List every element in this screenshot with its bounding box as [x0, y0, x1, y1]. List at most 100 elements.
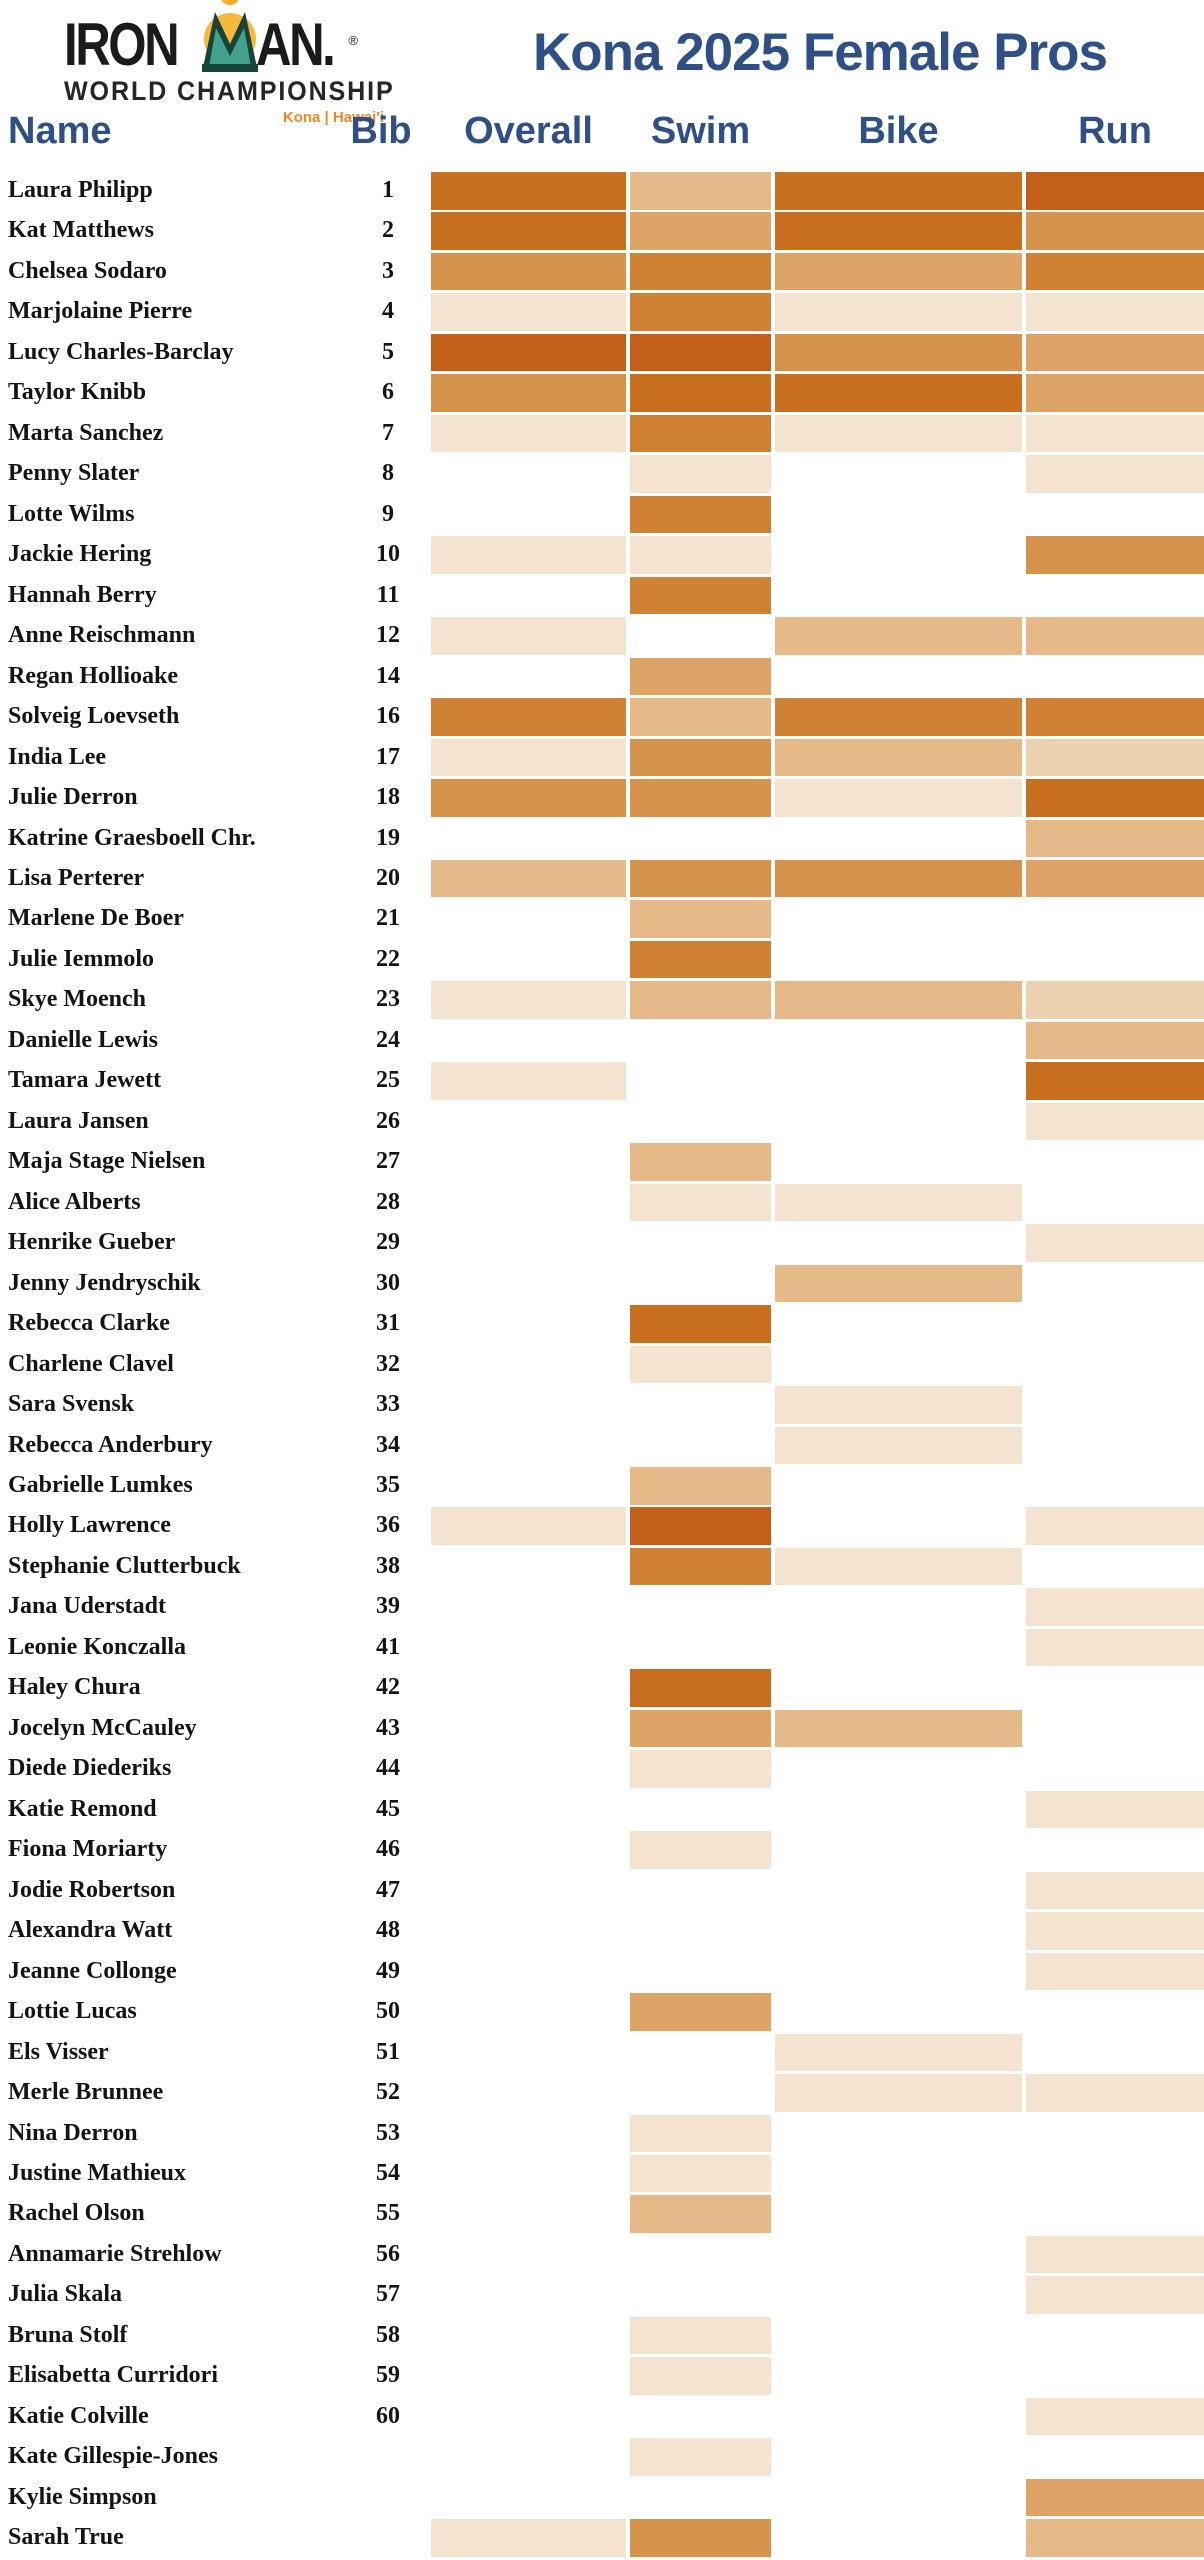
- run-heat-cell: [1026, 1224, 1204, 1262]
- bib-number: 57: [376, 2281, 400, 2308]
- bike-heat-cell: [775, 252, 1022, 291]
- swim-heat-cell: [630, 1426, 771, 1465]
- bib-number: 7: [382, 419, 394, 446]
- swim-heat-cell: [630, 536, 771, 574]
- swim-heat-cell: [630, 293, 771, 331]
- bike-heat-cell: [775, 576, 1022, 615]
- bike-heat-cell: [775, 2154, 1022, 2193]
- bib-number: 6: [382, 379, 394, 406]
- overall-heat-cell: [431, 374, 626, 412]
- table-row: Kat Matthews 2: [0, 212, 1204, 252]
- bike-heat-cell: [775, 1588, 1022, 1626]
- bike-heat-cell: [775, 2114, 1022, 2152]
- swim-heat-cell: [630, 172, 771, 210]
- bike-heat-cell: [775, 1062, 1022, 1100]
- bike-heat-cell: [775, 859, 1022, 898]
- overall-heat-cell: [431, 1467, 626, 1505]
- run-heat-cell: [1026, 2316, 1204, 2355]
- bike-heat-cell: [775, 1305, 1022, 1343]
- swim-heat-cell: [630, 1467, 771, 1505]
- bike-heat-cell: [775, 2033, 1022, 2072]
- table-row: Anne Reischmann 12: [0, 617, 1204, 657]
- bib-number: 19: [376, 824, 400, 851]
- bib-number: 60: [376, 2402, 400, 2429]
- bib-number: 34: [376, 1431, 400, 1458]
- athlete-name: Julie Iemmolo: [8, 945, 154, 972]
- overall-heat-cell: [431, 414, 626, 453]
- overall-heat-cell: [431, 455, 626, 493]
- athlete-name: Solveig Loevseth: [8, 703, 180, 730]
- athlete-name: Jenny Jendryschik: [8, 1269, 201, 1296]
- bib-number: 50: [376, 1998, 400, 2025]
- run-heat-cell: [1026, 2235, 1204, 2274]
- athlete-name: Annamarie Strehlow: [8, 2240, 222, 2267]
- athlete-name: Merle Brunnee: [8, 2079, 164, 2106]
- table-row: Jackie Hering 10: [0, 536, 1204, 576]
- bib-number: 24: [376, 1026, 400, 1053]
- table-row: Kate Gillespie-Jones: [0, 2438, 1204, 2478]
- run-heat-cell: [1026, 2074, 1204, 2112]
- swim-heat-cell: [630, 2114, 771, 2152]
- athlete-name: Regan Hollioake: [8, 662, 179, 689]
- run-heat-cell: [1026, 374, 1204, 412]
- bib-number: 21: [376, 905, 400, 932]
- bike-heat-cell: [775, 1628, 1022, 1667]
- overall-heat-cell: [431, 172, 626, 210]
- overall-heat-cell: [431, 1912, 626, 1950]
- bib-number: 44: [376, 1755, 400, 1782]
- bib-number: 23: [376, 986, 400, 1013]
- athlete-name: Lottie Lucas: [8, 1998, 137, 2025]
- run-heat-cell: [1026, 1143, 1204, 1181]
- overall-heat-cell: [431, 779, 626, 817]
- logo-subtitle: WORLD CHAMPIONSHIP: [64, 76, 395, 106]
- column-header-bib: Bib: [350, 110, 412, 152]
- column-header-run: Run: [1078, 110, 1152, 152]
- table-row: Julie Derron 18: [0, 779, 1204, 819]
- bike-heat-cell: [775, 1143, 1022, 1181]
- bike-heat-cell: [775, 1547, 1022, 1586]
- bib-number: 43: [376, 1714, 400, 1741]
- table-row: Fiona Moriarty 46: [0, 1831, 1204, 1871]
- overall-heat-cell: [431, 1547, 626, 1586]
- bike-heat-cell: [775, 1102, 1022, 1141]
- run-heat-cell: [1026, 698, 1204, 736]
- logo-location: Kona | Hawai'i: [282, 109, 384, 126]
- table-row: Skye Moench 23: [0, 981, 1204, 1021]
- bike-heat-cell: [775, 1467, 1022, 1505]
- athlete-name: Kate Gillespie-Jones: [8, 2443, 218, 2470]
- athlete-name: Jodie Robertson: [8, 1876, 176, 1903]
- run-heat-cell: [1026, 495, 1204, 534]
- swim-heat-cell: [630, 1588, 771, 1626]
- run-heat-cell: [1026, 1750, 1204, 1788]
- bike-heat-cell: [775, 2397, 1022, 2436]
- overall-heat-cell: [431, 1264, 626, 1303]
- athlete-name: India Lee: [8, 743, 107, 770]
- athlete-name: Justine Mathieux: [8, 2159, 187, 2186]
- table-row: Katie Colville 60: [0, 2397, 1204, 2438]
- table-row: Marlene De Boer 21: [0, 900, 1204, 940]
- run-heat-cell: [1026, 1669, 1204, 1707]
- run-heat-cell: [1026, 738, 1204, 777]
- overall-heat-cell: [431, 900, 626, 938]
- run-heat-cell: [1026, 617, 1204, 655]
- run-heat-cell: [1026, 1062, 1204, 1100]
- athlete-name: Marta Sanchez: [8, 419, 164, 446]
- overall-heat-cell: [431, 1345, 626, 1384]
- run-heat-cell: [1026, 1386, 1204, 1424]
- overall-heat-cell: [431, 819, 626, 857]
- bib-number: 4: [382, 298, 394, 325]
- table-row: Jodie Robertson 47: [0, 1871, 1204, 1912]
- bib-number: 51: [376, 2038, 400, 2065]
- athlete-name: Marjolaine Pierre: [8, 298, 193, 325]
- athlete-name: Sara Svensk: [8, 1391, 135, 1418]
- overall-heat-cell: [431, 2154, 626, 2193]
- swim-heat-cell: [630, 1102, 771, 1141]
- athlete-name: Fiona Moriarty: [8, 1836, 168, 1863]
- table-row: Leonie Konczalla 41: [0, 1628, 1204, 1669]
- athlete-name: Laura Jansen: [8, 1107, 149, 1134]
- overall-heat-cell: [431, 1305, 626, 1343]
- bike-heat-cell: [775, 2438, 1022, 2476]
- run-heat-cell: [1026, 859, 1204, 898]
- table-row: Alice Alberts 28: [0, 1183, 1204, 1224]
- run-heat-cell: [1026, 940, 1204, 979]
